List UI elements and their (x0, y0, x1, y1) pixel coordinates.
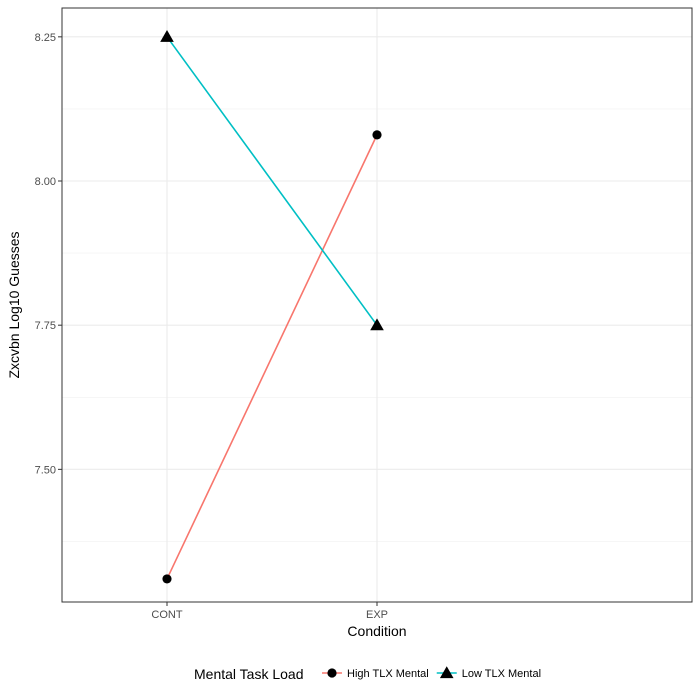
data-point (162, 574, 172, 584)
legend-item: High TLX Mental (322, 668, 429, 680)
legend: Mental Task Load High TLX Mental Low TLX … (194, 666, 541, 682)
data-point (327, 668, 337, 678)
x-tick-label: CONT (151, 609, 182, 621)
series-line (166, 36, 378, 326)
y-tick-label: 8.25 (35, 32, 56, 44)
legend-label: Low TLX Mental (462, 668, 541, 680)
y-tick-label: 7.75 (35, 320, 56, 332)
series (160, 30, 384, 331)
data-point (439, 666, 454, 679)
legend-title: Mental Task Load (194, 666, 303, 682)
series-layer (160, 30, 384, 584)
x-axis-title: Condition (347, 623, 406, 639)
data-point (370, 318, 384, 331)
data-point (372, 130, 382, 140)
x-tick-label: EXP (366, 609, 388, 621)
y-tick-label: 7.50 (35, 464, 56, 476)
series (162, 130, 382, 584)
series-line (166, 134, 378, 580)
data-point (160, 30, 174, 42)
axes: 7.50 7.75 8.00 8.25 CONT EXP (35, 32, 388, 621)
y-tick-label: 8.00 (35, 176, 56, 188)
y-axis-title: Zxcvbn Log10 Guesses (6, 231, 22, 378)
legend-item: Low TLX Mental (436, 666, 541, 680)
legend-label: High TLX Mental (347, 668, 429, 680)
